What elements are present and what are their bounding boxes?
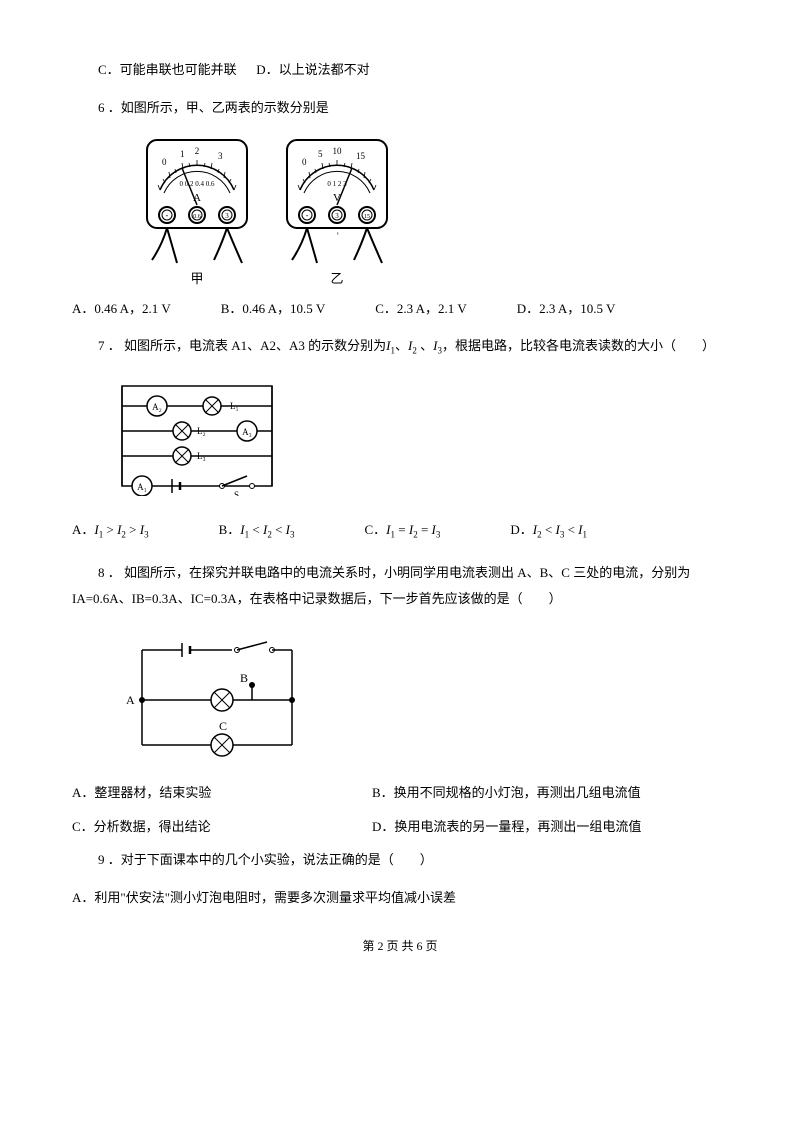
page-footer: 第 2 页 共 6 页 xyxy=(72,937,728,955)
q7-stem-1: 7 ． 如图所示，电流表 A1、A2、A3 的示数分别为 xyxy=(98,338,386,353)
svg-text:A₃: A₃ xyxy=(242,427,252,437)
svg-text:10: 10 xyxy=(333,146,343,156)
svg-text:C: C xyxy=(219,719,227,733)
svg-text:2: 2 xyxy=(195,146,200,156)
q9-stem: 9 ．对于下面课本中的几个小实验，说法正确的是（ ） xyxy=(72,850,728,870)
svg-text:L₁: L₁ xyxy=(230,401,239,411)
q7-options: A．I1 > I2 > I3 B．I1 < I2 < I3 C．I1 = I2 … xyxy=(72,520,728,542)
svg-text:B: B xyxy=(240,671,248,685)
svg-text:A₂: A₂ xyxy=(152,402,162,412)
meter-yi: 05 10 15 0 1 2 3 V - 3 15 ' xyxy=(282,135,392,289)
q7-option-d: D．I2 < I3 < I1 xyxy=(510,520,587,542)
circuit-q8-icon: A B C xyxy=(112,630,312,760)
svg-text:-: - xyxy=(166,211,169,220)
svg-text:0: 0 xyxy=(162,157,167,167)
q7-circuit: A₂ L₁ L₂ A₃ L₃ A₁ S xyxy=(112,376,728,502)
svg-text:0.6: 0.6 xyxy=(193,214,201,220)
q9-option-a: A．利用"伏安法"测小灯泡电阻时，需要多次测量求平均值减小误差 xyxy=(72,888,728,908)
ammeter-unit: A xyxy=(193,192,201,204)
svg-text:15: 15 xyxy=(364,214,370,220)
svg-text:A₁: A₁ xyxy=(137,482,147,492)
voltmeter-unit: V xyxy=(333,192,341,204)
q8-circuit: A B C xyxy=(112,630,728,766)
page-container: C．可能串联也可能并联 D．以上说法都不对 6 ．如图所示，甲、乙两表的示数分别… xyxy=(0,0,800,995)
q8-options-row1: A．整理器材，结束实验 B．换用不同规格的小灯泡，再测出几组电流值 xyxy=(72,783,728,803)
q7-option-a: A．I1 > I2 > I3 xyxy=(72,520,149,542)
q6-meters: 0 1 2 3 0 0.2 0.4 0.6 A - 0.6 3 xyxy=(142,135,728,289)
svg-text:L₂: L₂ xyxy=(197,426,206,436)
q6-option-b: B．0.46 A，10.5 V xyxy=(221,299,326,319)
q7-stem: 7 ． 如图所示，电流表 A1、A2、A3 的示数分别为I1、I2 、I3，根据… xyxy=(72,336,728,358)
meter-jia: 0 1 2 3 0 0.2 0.4 0.6 A - 0.6 3 xyxy=(142,135,252,289)
ammeter-icon: 0 1 2 3 0 0.2 0.4 0.6 A - 0.6 3 xyxy=(142,135,252,265)
q6-option-a: A．0.46 A，2.1 V xyxy=(72,299,171,319)
svg-text:A: A xyxy=(126,693,135,707)
circuit-q7-icon: A₂ L₁ L₂ A₃ L₃ A₁ S xyxy=(112,376,282,496)
ammeter-inner-scale: 0 0.2 0.4 0.6 xyxy=(180,180,216,188)
svg-text:': ' xyxy=(337,231,339,241)
meter-yi-label: 乙 xyxy=(330,269,343,289)
svg-text:3: 3 xyxy=(335,212,339,220)
q6-options: A．0.46 A，2.1 V B．0.46 A，10.5 V C．2.3 A，2… xyxy=(72,299,728,319)
q8-stem: 8 ． 如图所示，在探究并联电路中的电流关系时，小明同学用电流表测出 A、B、C… xyxy=(72,560,728,612)
q7-stem-2: ，根据电路，比较各电流表读数的大小（ ） xyxy=(442,338,715,353)
svg-text:3: 3 xyxy=(225,212,229,220)
q8-option-d: D．换用电流表的另一量程，再测出一组电流值 xyxy=(372,817,641,837)
q7-option-b: B．I1 < I2 < I3 xyxy=(219,520,295,542)
q8-options-row2: C．分析数据，得出结论 D．换用电流表的另一量程，再测出一组电流值 xyxy=(72,817,728,837)
q6-option-c: C．2.3 A，2.1 V xyxy=(375,299,467,319)
q5-option-c: C．可能串联也可能并联 xyxy=(98,62,237,77)
svg-text:0: 0 xyxy=(302,157,307,167)
q6-option-d: D．2.3 A，10.5 V xyxy=(517,299,616,319)
voltmeter-icon: 05 10 15 0 1 2 3 V - 3 15 ' xyxy=(282,135,392,265)
svg-text:5: 5 xyxy=(318,149,323,159)
svg-text:-: - xyxy=(306,211,309,220)
q8-option-c: C．分析数据，得出结论 xyxy=(72,817,372,837)
q8-option-a: A．整理器材，结束实验 xyxy=(72,783,372,803)
q7-option-c: C．I1 = I2 = I3 xyxy=(365,520,441,542)
q5-option-d: D．以上说法都不对 xyxy=(256,62,369,77)
svg-text:3: 3 xyxy=(218,151,223,161)
q6-stem: 6 ．如图所示，甲、乙两表的示数分别是 xyxy=(72,98,728,118)
svg-text:S: S xyxy=(234,490,239,496)
svg-text:L₃: L₃ xyxy=(197,451,206,461)
meter-jia-label: 甲 xyxy=(190,269,203,289)
q5-options-cd: C．可能串联也可能并联 D．以上说法都不对 xyxy=(72,60,728,80)
svg-text:15: 15 xyxy=(356,151,366,161)
q8-option-b: B．换用不同规格的小灯泡，再测出几组电流值 xyxy=(372,783,641,803)
svg-text:1: 1 xyxy=(180,149,185,159)
